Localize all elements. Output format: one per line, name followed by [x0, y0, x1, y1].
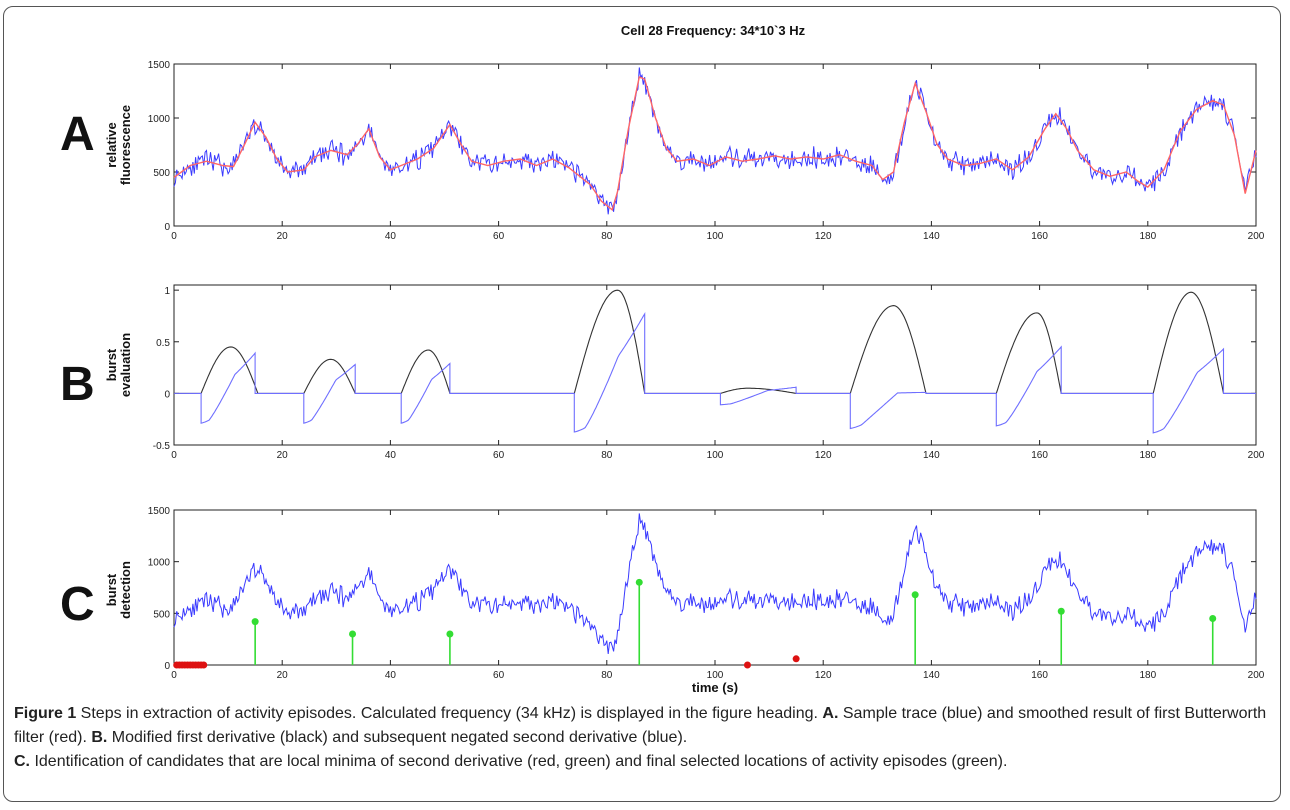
y-tick-label-a: 0: [164, 222, 170, 233]
caption-line-1: Figure 1 Steps in extraction of activity…: [14, 702, 1276, 750]
x-tick-label-a: 40: [385, 231, 397, 242]
x-tick-label-c: 80: [601, 670, 613, 681]
green-stem-marker: [349, 630, 357, 638]
y-axis-label-b: burstevaluation: [104, 333, 133, 397]
red-candidate-marker: [200, 661, 208, 669]
y-axis-label-line: evaluation: [118, 333, 133, 397]
y-tick-label-c: 500: [153, 609, 170, 620]
caption-c-text: Identification of candidates that are lo…: [30, 753, 1008, 770]
figure-title: Cell 28 Frequency: 34*10`3 Hz: [621, 23, 806, 38]
x-tick-label-c: 180: [1139, 670, 1156, 681]
figure-plots: Cell 28 Frequency: 34*10`3 Hz 0 20 40 60 80 1…: [60, 23, 1265, 695]
x-tick-label-c: 200: [1248, 670, 1265, 681]
x-tick-label-b: 20: [277, 450, 289, 461]
x-axis-label: time (s): [692, 680, 738, 695]
y-axis-label-a: relativefluorescence: [104, 105, 133, 185]
x-tick-label-c: 140: [923, 670, 940, 681]
x-tick-label-b: 120: [815, 450, 832, 461]
x-tick-label-c: 60: [493, 670, 505, 681]
panel-c: 0 20 40 60 80 100 120 140 160 180 200 0 500 1000 1500 C…: [60, 506, 1265, 695]
x-tick-label-a: 180: [1139, 231, 1156, 242]
caption-figure-label: Figure 1: [14, 705, 77, 722]
x-tick-label-a: 100: [707, 231, 724, 242]
x-tick-label-a: 0: [171, 231, 177, 242]
panel-a: 0 20 40 60 80 100 120 140 160 180 200 0 500 1000 1500 A…: [60, 60, 1265, 242]
x-tick-label-b: 80: [601, 450, 613, 461]
x-tick-label-c: 20: [277, 670, 289, 681]
y-tick-label-b: 0.5: [156, 338, 170, 349]
burst-detection-trace-line: [173, 513, 1257, 654]
caption-intro-text: Steps in extraction of activity episodes…: [76, 705, 823, 722]
x-tick-label-a: 160: [1031, 231, 1048, 242]
plot-area-c: [173, 509, 1257, 666]
green-stem-marker: [911, 591, 919, 599]
x-tick-label-b: 40: [385, 450, 397, 461]
caption-a-text: Sample trace (blue) and smoothed result …: [14, 705, 1267, 746]
y-tick-label-a: 1000: [148, 114, 171, 125]
green-stem-marker: [1209, 615, 1217, 622]
raw-trace-line: [173, 67, 1257, 215]
red-candidate-marker: [743, 661, 751, 669]
x-tick-label-c: 160: [1031, 670, 1048, 681]
plot-area-b: [173, 284, 1257, 446]
green-stem-marker: [446, 630, 454, 638]
panel-letter-c: C: [60, 578, 95, 631]
plot-area-a: [173, 63, 1257, 227]
green-stem-marker: [251, 618, 259, 626]
y-tick-label-b: -0.5: [153, 441, 171, 452]
y-tick-label-a: 500: [153, 168, 170, 179]
y-tick-label-c: 1000: [148, 558, 171, 569]
y-axis-label-line: relative: [104, 122, 119, 168]
x-tick-label-a: 200: [1248, 231, 1265, 242]
panel-letter-b: B: [60, 358, 95, 411]
x-tick-label-a: 20: [277, 231, 289, 242]
panel-letter-a: A: [60, 108, 95, 161]
y-tick-label-b: 1: [164, 286, 170, 297]
y-tick-label-b: 0: [164, 389, 170, 400]
x-tick-label-c: 100: [707, 670, 724, 681]
x-tick-label-b: 0: [171, 450, 177, 461]
caption-b-label: B.: [91, 729, 108, 746]
first-derivative-line: [174, 289, 1256, 394]
green-stem-marker: [635, 578, 643, 586]
y-axis-label-line: fluorescence: [118, 105, 133, 185]
figure-frame: [3, 6, 1281, 802]
caption-c-label: C.: [14, 753, 30, 770]
x-tick-label-c: 120: [815, 670, 832, 681]
x-tick-label-a: 80: [601, 231, 613, 242]
y-axis-label-c: burstdetection: [104, 561, 133, 619]
x-tick-label-a: 120: [815, 231, 832, 242]
y-axis-label-line: burst: [104, 348, 119, 381]
y-tick-label-c: 1500: [148, 506, 171, 517]
x-tick-label-c: 40: [385, 670, 397, 681]
y-tick-label-a: 1500: [148, 60, 171, 71]
caption-b-text: Modified first derivative (black) and su…: [107, 729, 688, 746]
x-tick-label-b: 180: [1139, 450, 1156, 461]
x-tick-label-b: 200: [1248, 450, 1265, 461]
x-tick-label-b: 100: [707, 450, 724, 461]
x-tick-label-b: 60: [493, 450, 505, 461]
panel-b: 0 20 40 60 80 100 120 140 160 180 200-0.500.51B bur…: [60, 284, 1265, 461]
y-tick-label-c: 0: [164, 661, 170, 672]
x-tick-label-b: 160: [1031, 450, 1048, 461]
x-tick-label-c: 0: [171, 670, 177, 681]
y-axis-label-line: detection: [118, 561, 133, 619]
x-tick-label-a: 140: [923, 231, 940, 242]
smoothed-trace-line: [173, 76, 1257, 211]
caption-a-label: A.: [822, 705, 839, 722]
green-stem-marker: [1057, 607, 1065, 615]
second-derivative-line: [173, 311, 1256, 434]
red-candidate-marker: [792, 655, 800, 663]
caption-line-3: C. Identification of candidates that are…: [14, 750, 1276, 774]
figure-caption: Figure 1 Steps in extraction of activity…: [14, 702, 1276, 774]
y-axis-label-line: burst: [104, 573, 119, 606]
x-tick-label-a: 60: [493, 231, 505, 242]
x-tick-label-b: 140: [923, 450, 940, 461]
